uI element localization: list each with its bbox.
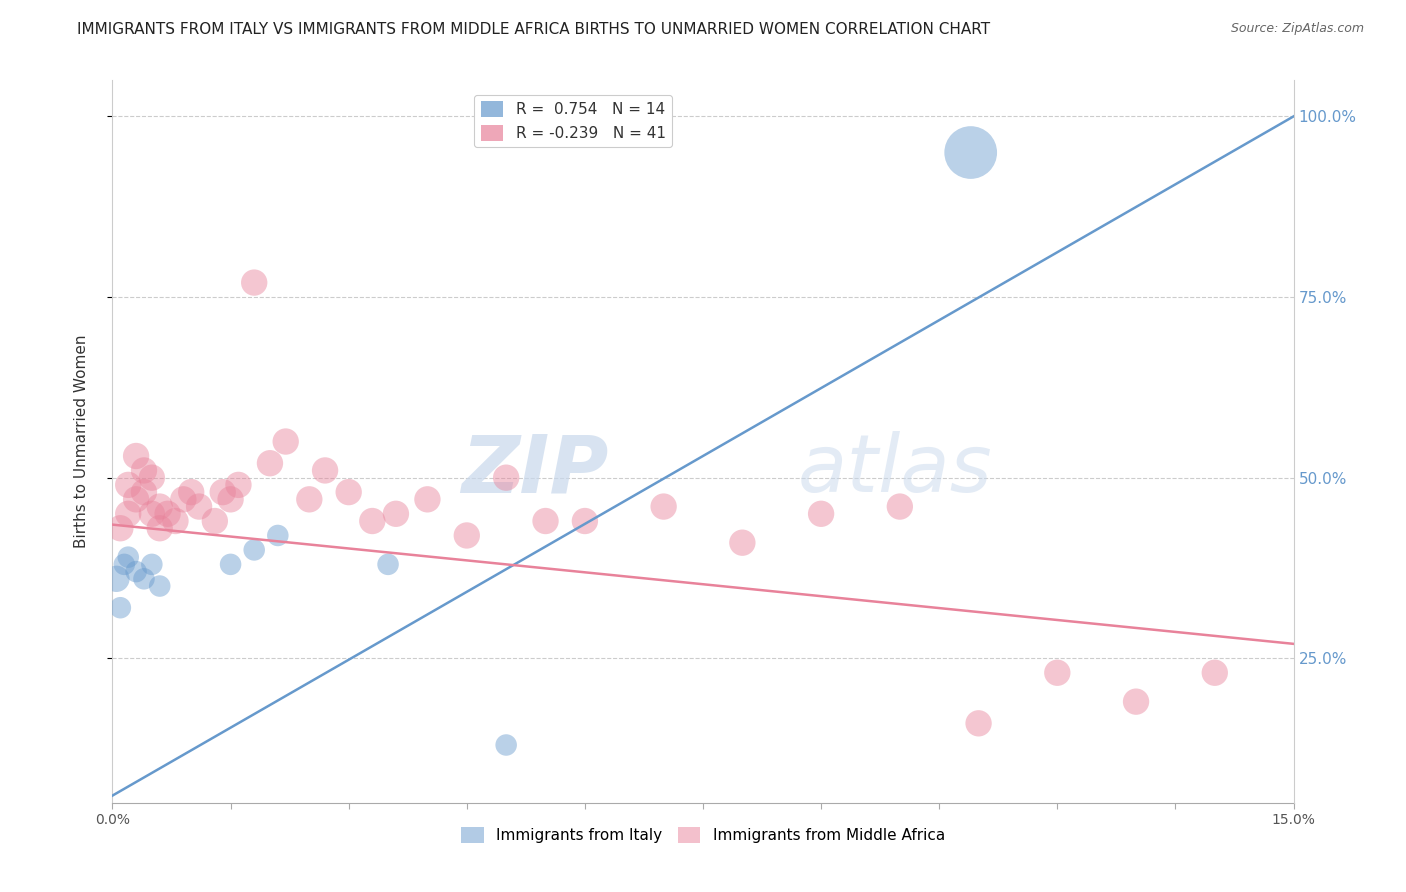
Point (228, 478, 250, 492)
Point (243, 276, 266, 290)
Point (149, 500, 172, 514)
Point (385, 507, 408, 521)
Point (149, 579, 172, 593)
Point (416, 492, 439, 507)
Point (967, 716, 990, 731)
Point (377, 558, 399, 572)
Point (125, 449, 148, 463)
Point (132, 572, 155, 586)
Point (259, 456, 281, 470)
Point (1204, 665, 1226, 680)
Point (731, 535, 754, 549)
Point (188, 500, 211, 514)
Point (117, 507, 139, 521)
Point (314, 463, 336, 477)
Point (141, 507, 163, 521)
Point (125, 565, 148, 579)
Point (267, 528, 290, 542)
Point (211, 485, 233, 500)
Text: atlas: atlas (797, 432, 993, 509)
Point (889, 500, 911, 514)
Point (959, 145, 981, 160)
Point (574, 514, 596, 528)
Point (219, 492, 242, 507)
Point (149, 521, 172, 535)
Point (1046, 665, 1069, 680)
Point (495, 471, 517, 485)
Point (141, 558, 163, 572)
Point (337, 485, 360, 500)
Point (810, 507, 832, 521)
Point (274, 434, 297, 449)
Point (456, 528, 478, 542)
Y-axis label: Births to Unmarried Women: Births to Unmarried Women (75, 334, 89, 549)
Point (219, 558, 242, 572)
Legend: Immigrants from Italy, Immigrants from Middle Africa: Immigrants from Italy, Immigrants from M… (456, 822, 950, 849)
Point (117, 550, 139, 565)
Point (165, 514, 187, 528)
Point (204, 514, 226, 528)
Text: ZIP: ZIP (461, 432, 609, 509)
Point (125, 492, 148, 507)
Point (180, 485, 202, 500)
Point (132, 463, 155, 477)
Point (243, 542, 266, 557)
Point (1125, 695, 1147, 709)
Text: Source: ZipAtlas.com: Source: ZipAtlas.com (1230, 22, 1364, 36)
Point (495, 738, 517, 752)
Point (132, 485, 155, 500)
Point (534, 514, 557, 528)
Point (141, 471, 163, 485)
Point (156, 507, 179, 521)
Point (172, 492, 194, 507)
Point (112, 558, 135, 572)
Point (105, 572, 128, 586)
Point (361, 514, 384, 528)
Point (298, 492, 321, 507)
Point (110, 600, 132, 615)
Text: IMMIGRANTS FROM ITALY VS IMMIGRANTS FROM MIDDLE AFRICA BIRTHS TO UNMARRIED WOMEN: IMMIGRANTS FROM ITALY VS IMMIGRANTS FROM… (77, 22, 990, 37)
Point (652, 500, 675, 514)
Point (117, 478, 139, 492)
Point (110, 521, 132, 535)
